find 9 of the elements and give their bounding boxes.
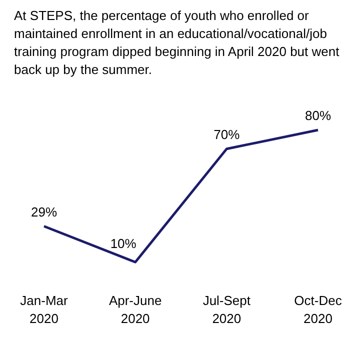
x-tick-label: Oct-Dec 2020 xyxy=(294,293,342,326)
data-label: 10% xyxy=(110,236,137,252)
x-tick-label: Jan-Mar 2020 xyxy=(20,293,69,326)
data-label: 70% xyxy=(214,126,240,142)
data-label: 80% xyxy=(304,108,332,123)
chart-title: At STEPS, the percentage of youth who enrolled or maintained enrollment in an educational/vocational/job training program dipped beginning in April 2020 but went back up by the summer. xyxy=(14,8,340,77)
x-tick-label: Apr-June 2020 xyxy=(108,293,162,326)
data-label: 29% xyxy=(30,204,58,220)
x-tick-label: Jul-Sept 2020 xyxy=(202,293,251,326)
